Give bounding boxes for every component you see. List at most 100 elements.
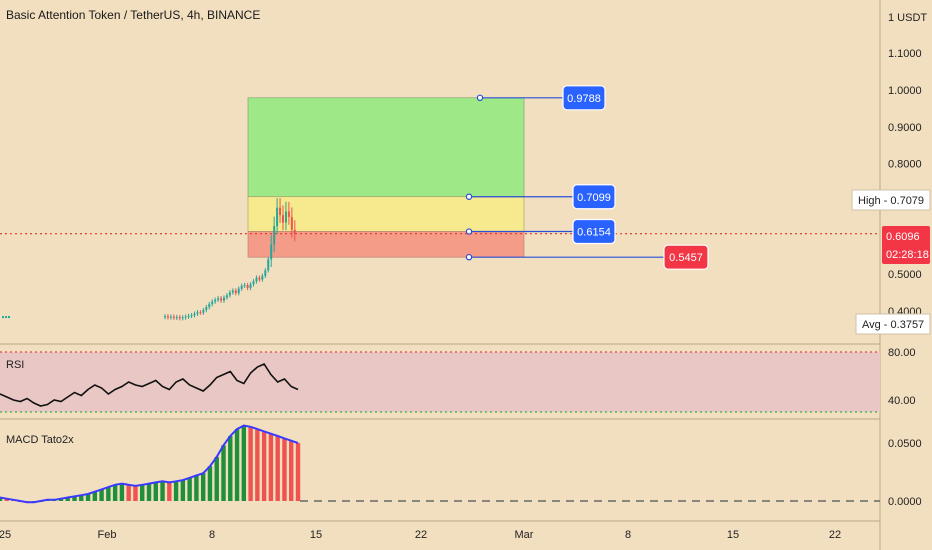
target-label-entry[interactable]: 0.6154 [577, 227, 611, 239]
rsi-line-group [0, 362, 299, 407]
candle-body [290, 216, 293, 230]
macd-bar [228, 436, 233, 501]
price-tick: 1.0000 [888, 85, 922, 97]
candle-body [199, 312, 202, 314]
macd-bar [255, 429, 260, 501]
macd-line [0, 424, 299, 504]
time-tick: Mar [515, 529, 534, 541]
macd-bar [180, 480, 186, 501]
leader-dot[interactable] [465, 228, 473, 235]
candle-body [196, 312, 199, 314]
target-label-bg[interactable] [572, 218, 616, 245]
candle-body [267, 259, 270, 271]
time-axis-ticks: 25 Feb 8 15 22 Mar 8 15 22 [0, 529, 841, 541]
candle-body [255, 277, 258, 282]
candle-body [193, 313, 196, 316]
time-tick: 25 [0, 529, 11, 541]
candle-body [172, 316, 175, 318]
macd-bars-group [0, 424, 301, 504]
candle-body [164, 316, 166, 318]
candle-body [252, 281, 255, 285]
macd-bar [289, 440, 294, 501]
rsi-tick-40: 40.00 [888, 395, 916, 407]
candle-body [5, 316, 7, 319]
macd-bar [106, 487, 111, 501]
price-unit: 1 USDT [888, 12, 927, 24]
time-tick: 8 [625, 529, 631, 541]
time-tick: 8 [209, 529, 215, 541]
time-tick: Feb [98, 529, 117, 541]
target-label-bg[interactable] [562, 85, 606, 111]
candle-body [8, 316, 10, 319]
target-zone[interactable] [247, 97, 525, 198]
candle-body [249, 284, 252, 288]
macd-bar [282, 438, 287, 501]
candle-body [243, 285, 246, 287]
macd-tick-high: 0.0500 [888, 438, 922, 450]
candle-body [223, 297, 225, 301]
macd-bar [72, 496, 77, 501]
macd-bar [58, 498, 64, 501]
candle-body [231, 290, 234, 293]
macd-bar [133, 485, 138, 501]
macd-bar [65, 497, 70, 501]
target-label-tp2[interactable]: 0.9788 [567, 93, 601, 105]
candle-body [264, 270, 267, 276]
macd-bar [221, 445, 226, 501]
macd-bar [79, 495, 84, 501]
avg-badge-bg [855, 313, 931, 335]
leader-lines [465, 94, 664, 261]
candle-body [187, 315, 190, 317]
last-price-badge: 0.6096 [886, 231, 920, 243]
price-tick: 0.9000 [888, 122, 922, 134]
time-tick: 22 [829, 529, 841, 541]
avg-badge: Avg - 0.3757 [862, 319, 924, 331]
candle-body [166, 316, 169, 318]
candle-body [261, 275, 264, 280]
target-label-stop[interactable]: 0.5457 [669, 252, 703, 264]
candle-body [270, 244, 273, 260]
candle-body [237, 288, 240, 294]
macd-bar [99, 489, 104, 501]
candle-body [178, 317, 181, 319]
candle-body [211, 301, 214, 305]
macd-bar [234, 429, 240, 501]
entry-zone[interactable] [247, 196, 525, 232]
macd-label: MACD Tato2x [6, 434, 74, 446]
candle-body [228, 292, 231, 296]
target-label-bg[interactable] [572, 184, 616, 210]
rsi-line [0, 362, 299, 407]
macd-bar [0, 497, 3, 501]
macd-bar [126, 484, 131, 501]
macd-bar [214, 456, 219, 501]
time-tick: 22 [415, 529, 427, 541]
countdown-badge: 02:28:18 [886, 249, 929, 261]
chart-title: Basic Attention Token / TetherUS, 4h, BI… [6, 8, 261, 22]
macd-bar [146, 483, 152, 501]
macd-bar [153, 482, 158, 501]
candle-body [287, 211, 290, 217]
candle-body [282, 215, 284, 223]
last-price-badge-bg [882, 226, 930, 264]
leader-dot[interactable] [465, 253, 473, 261]
leader-dot[interactable] [476, 94, 484, 102]
candle-body [276, 207, 279, 227]
macd-bar [200, 473, 206, 501]
stop-zone[interactable] [247, 231, 525, 258]
macd-bar [248, 426, 253, 501]
price-axis-ticks: 1.10001.00000.90000.80000.70000.60000.50… [888, 48, 922, 318]
candle-body [217, 298, 220, 300]
candle-body [234, 290, 237, 294]
target-labels[interactable]: 0.9788 0.7099 0.6154 0.5457 [562, 85, 709, 270]
target-label-bg[interactable] [663, 244, 709, 270]
candle-body [273, 226, 276, 245]
candle-body [184, 316, 187, 318]
candle-body [190, 315, 193, 317]
candle-body [220, 298, 223, 301]
candle-body [2, 316, 4, 319]
leader-dot[interactable] [465, 193, 473, 200]
target-label-tp1[interactable]: 0.7099 [577, 192, 611, 204]
price-tick: 0.5000 [888, 269, 922, 281]
candle-body [175, 317, 178, 319]
